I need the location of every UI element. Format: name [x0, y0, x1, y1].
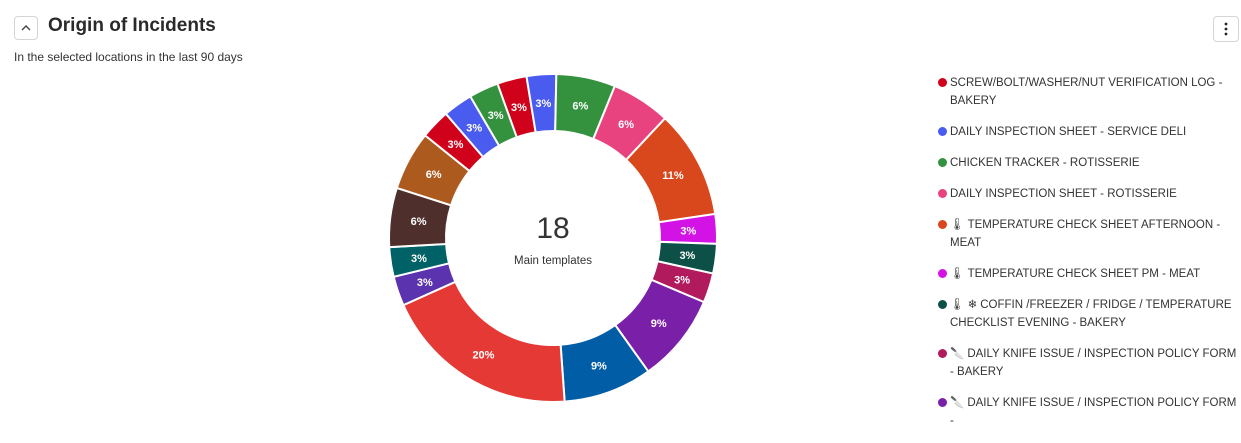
slice-label: 3%	[488, 110, 504, 122]
slice-label: 9%	[651, 318, 667, 330]
snowflake-icon: ❄	[967, 299, 978, 311]
legend-item[interactable]: SCREW/BOLT/WASHER/NUT VERIFICATION LOG -…	[938, 74, 1238, 110]
legend-swatch	[938, 269, 947, 278]
legend-swatch	[938, 398, 947, 407]
legend-swatch	[938, 220, 947, 229]
thermometer-icon: 🌡	[950, 219, 965, 231]
slice-label: 3%	[679, 250, 695, 262]
legend-swatch	[938, 127, 947, 136]
slice-label: 3%	[680, 225, 696, 237]
slice-label: 3%	[448, 139, 464, 151]
thermometer-icon: 🌡	[950, 268, 965, 280]
slice-label: 20%	[472, 349, 494, 361]
legend-swatch	[938, 78, 947, 87]
legend-item[interactable]: 🔪 DAILY KNIFE ISSUE / INSPECTION POLICY F…	[938, 394, 1238, 430]
chart-subtitle: In the selected locations in the last 90…	[14, 50, 243, 64]
legend-label: TEMPERATURE CHECK SHEET AFTERNOON - MEAT	[950, 219, 1221, 249]
legend-item[interactable]: 🔪 DAILY KNIFE ISSUE / INSPECTION POLICY F…	[938, 345, 1238, 381]
slice-label: 3%	[535, 98, 551, 110]
legend-item[interactable]: CHICKEN TRACKER - ROTISSERIE	[938, 154, 1238, 172]
legend-item[interactable]: 🌡 TEMPERATURE CHECK SHEET PM - MEAT	[938, 265, 1238, 283]
collapse-button[interactable]	[14, 16, 38, 40]
center-value: 18	[536, 212, 569, 245]
thermometer-icon: 🌡	[950, 299, 965, 311]
legend-swatch	[938, 158, 947, 167]
legend-item[interactable]: DAILY INSPECTION SHEET - ROTISSERIE	[938, 185, 1238, 203]
chevron-up-icon	[21, 25, 31, 31]
legend-label: COFFIN /FREEZER / FRIDGE / TEMPERATURE C…	[950, 299, 1232, 329]
legend-label: TEMPERATURE CHECK SHEET PM - MEAT	[967, 268, 1201, 280]
donut-slice[interactable]	[402, 280, 566, 403]
legend-label: DAILY KNIFE ISSUE / INSPECTION POLICY FO…	[950, 348, 1237, 378]
slice-label: 9%	[591, 360, 607, 372]
slice-label: 3%	[511, 102, 527, 114]
slice-label: 6%	[572, 100, 588, 112]
kebab-menu-icon	[1224, 22, 1228, 36]
slice-label: 6%	[411, 216, 427, 228]
slice-label: 11%	[662, 170, 684, 182]
slice-label: 3%	[674, 274, 690, 286]
more-options-button[interactable]	[1213, 16, 1239, 42]
slice-label: 6%	[618, 119, 634, 131]
legend-label: DAILY INSPECTION SHEET - ROTISSERIE	[950, 188, 1177, 200]
legend-label: DAILY KNIFE ISSUE / INSPECTION POLICY FO…	[950, 397, 1237, 427]
legend-label: SCREW/BOLT/WASHER/NUT VERIFICATION LOG -…	[950, 77, 1223, 107]
knife-icon: 🔪	[950, 348, 965, 360]
legend-swatch	[938, 349, 947, 358]
legend-label: DAILY INSPECTION SHEET - SERVICE DELI	[950, 126, 1187, 138]
slice-label: 3%	[417, 277, 433, 289]
legend-item[interactable]: 🌡 ❄ COFFIN /FREEZER / FRIDGE / TEMPERATURE…	[938, 296, 1238, 332]
slice-label: 3%	[411, 253, 427, 265]
legend-swatch	[938, 300, 947, 309]
legend-swatch	[938, 189, 947, 198]
center-label: Main templates	[514, 255, 592, 267]
slice-label: 6%	[426, 169, 442, 181]
chart-title: Origin of Incidents	[48, 15, 216, 36]
legend-item[interactable]: DAILY INSPECTION SHEET - SERVICE DELI	[938, 123, 1238, 141]
donut-chart: 3% 3% 6%6%11%3%3%3%9%9%20%3%3%6%6%3%3%3% 1…	[388, 73, 718, 403]
knife-icon: 🔪	[950, 397, 965, 409]
chart-legend: SCREW/BOLT/WASHER/NUT VERIFICATION LOG -…	[938, 74, 1238, 443]
legend-label: CHICKEN TRACKER - ROTISSERIE	[950, 157, 1140, 169]
donut-slice[interactable]	[468, 82, 519, 147]
legend-item[interactable]: 🌡 TEMPERATURE CHECK SHEET AFTERNOON - MEA…	[938, 216, 1238, 252]
slice-label: 3%	[466, 123, 482, 135]
